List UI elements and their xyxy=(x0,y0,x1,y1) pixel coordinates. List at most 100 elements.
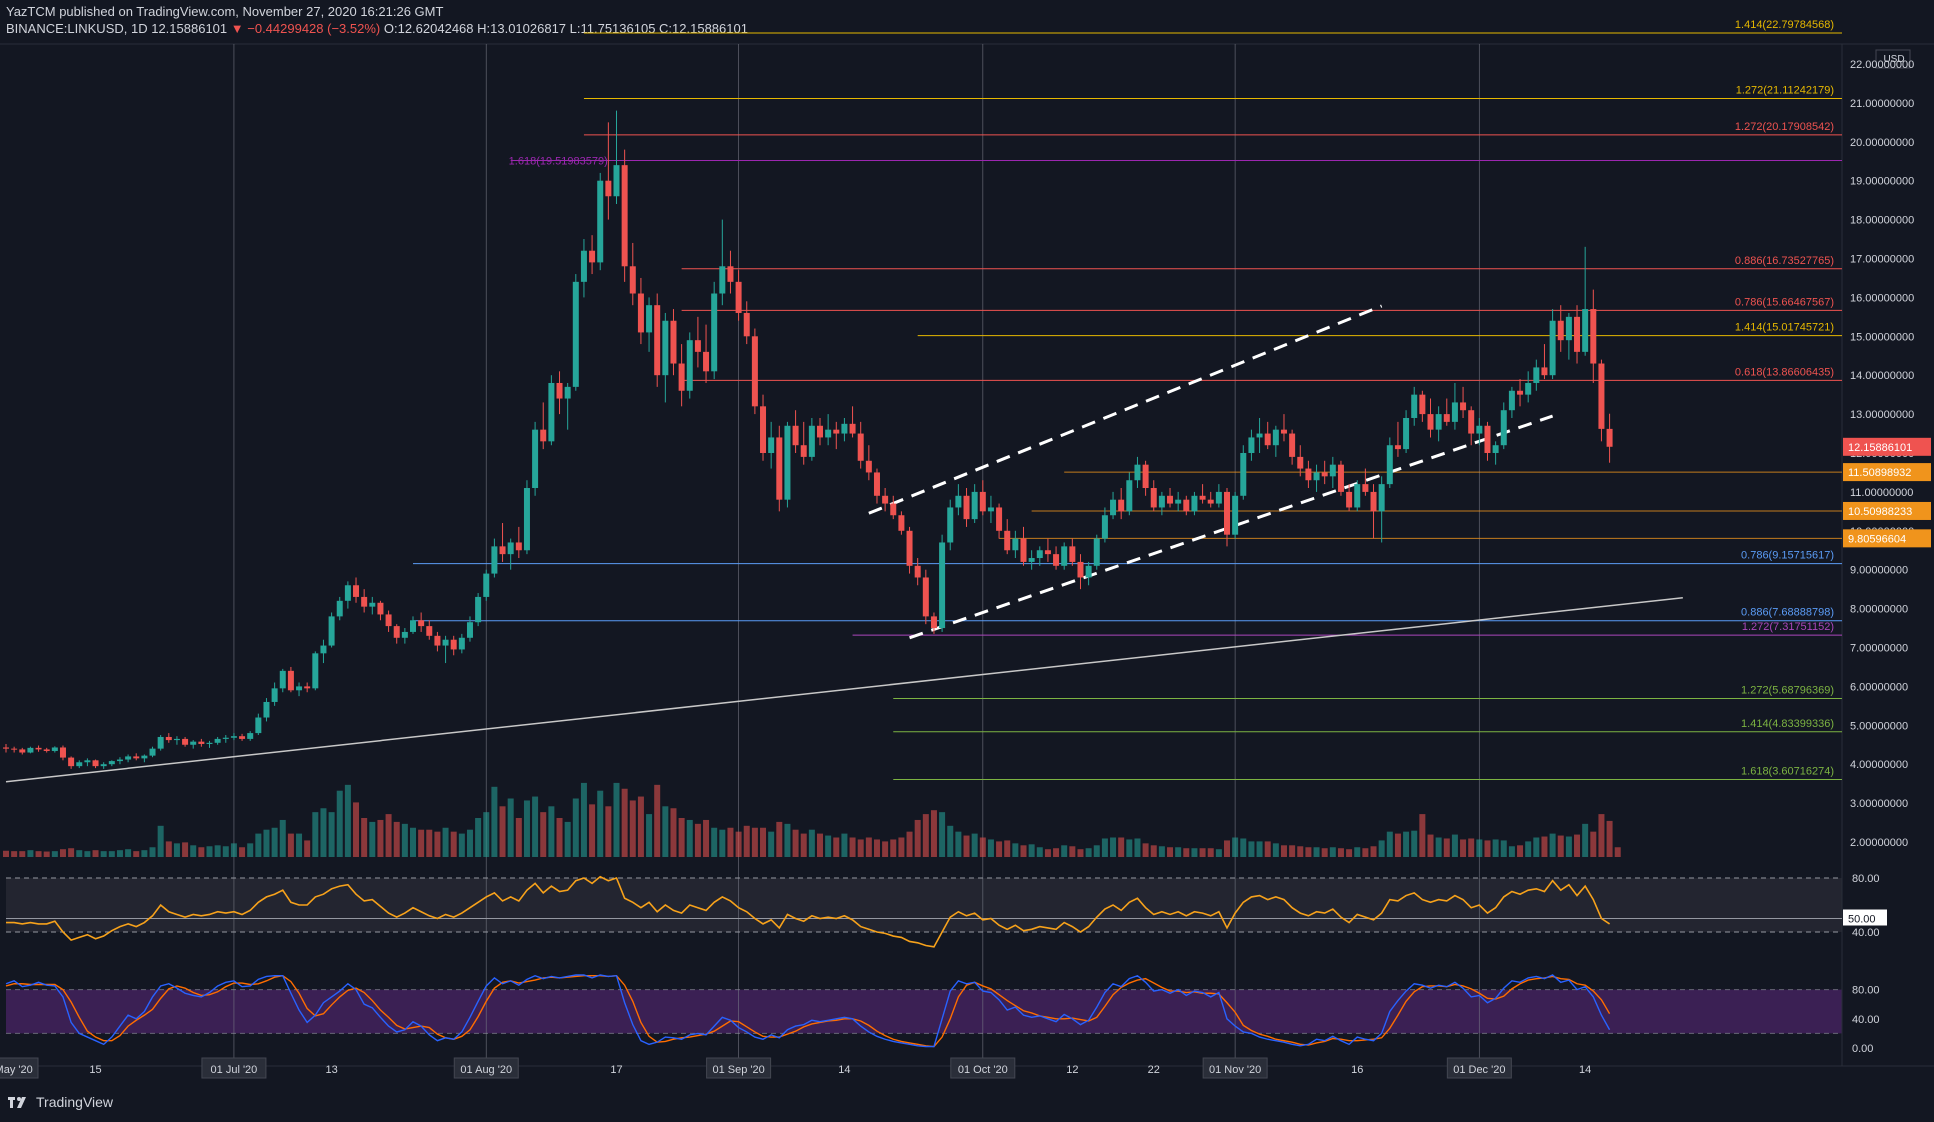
candle-body[interactable] xyxy=(556,382,563,399)
candle-body[interactable] xyxy=(51,747,58,751)
candle-body[interactable] xyxy=(1101,515,1108,539)
candle-body[interactable] xyxy=(1118,499,1125,512)
candle-body[interactable] xyxy=(1069,546,1076,562)
candle-body[interactable] xyxy=(450,639,457,650)
candle-body[interactable] xyxy=(385,614,392,627)
candle-body[interactable] xyxy=(198,741,205,744)
candle-body[interactable] xyxy=(1305,468,1312,481)
candle-body[interactable] xyxy=(173,738,180,741)
candle-body[interactable] xyxy=(1411,394,1418,418)
candle-body[interactable] xyxy=(1044,550,1051,555)
candle-body[interactable] xyxy=(1077,561,1084,578)
rsi-line[interactable] xyxy=(6,875,1611,948)
candle-body[interactable] xyxy=(1093,538,1100,566)
candle-body[interactable] xyxy=(1394,445,1401,450)
candle-body[interactable] xyxy=(719,266,726,294)
candle-body[interactable] xyxy=(890,503,897,516)
candle-body[interactable] xyxy=(1150,488,1157,508)
candle-body[interactable] xyxy=(727,266,734,282)
candle-body[interactable] xyxy=(1158,495,1165,508)
candle-body[interactable] xyxy=(751,336,758,407)
candle-body[interactable] xyxy=(1476,425,1483,434)
candle-body[interactable] xyxy=(849,423,856,434)
candle-body[interactable] xyxy=(589,250,596,263)
candle-body[interactable] xyxy=(1362,484,1369,492)
candle-body[interactable] xyxy=(678,363,685,391)
candle-body[interactable] xyxy=(133,756,140,759)
candle-body[interactable] xyxy=(353,585,360,597)
candle-body[interactable] xyxy=(68,757,75,767)
candle-body[interactable] xyxy=(458,637,465,650)
candle-body[interactable] xyxy=(1183,499,1190,512)
candle-body[interactable] xyxy=(1321,472,1328,477)
candle-body[interactable] xyxy=(1541,367,1548,376)
candle-body[interactable] xyxy=(914,565,921,578)
candle-body[interactable] xyxy=(1606,428,1613,447)
candle-body[interactable] xyxy=(279,670,286,689)
candle-body[interactable] xyxy=(11,748,18,750)
candle-body[interactable] xyxy=(939,542,946,629)
candle-body[interactable] xyxy=(1598,363,1605,429)
candle-body[interactable] xyxy=(43,749,50,751)
candle-body[interactable] xyxy=(426,626,433,636)
candle-body[interactable] xyxy=(1248,437,1255,453)
candle-body[interactable] xyxy=(361,596,368,607)
candle-body[interactable] xyxy=(466,622,473,638)
candle-body[interactable] xyxy=(35,747,42,750)
candle-body[interactable] xyxy=(125,756,132,760)
candle-body[interactable] xyxy=(1378,484,1385,512)
candle-body[interactable] xyxy=(27,747,34,753)
candle-body[interactable] xyxy=(344,585,351,601)
candle-body[interactable] xyxy=(1053,554,1060,566)
candle-body[interactable] xyxy=(1427,414,1434,430)
candle-body[interactable] xyxy=(808,425,815,457)
candle-body[interactable] xyxy=(1508,390,1515,411)
candle-body[interactable] xyxy=(1167,495,1174,504)
candle-body[interactable] xyxy=(1012,538,1019,551)
candle-body[interactable] xyxy=(247,733,254,739)
candle-body[interactable] xyxy=(532,429,539,489)
candle-body[interactable] xyxy=(1142,464,1149,489)
candle-body[interactable] xyxy=(580,250,587,282)
candle-body[interactable] xyxy=(1557,320,1564,341)
candle-body[interactable] xyxy=(1574,316,1581,352)
candle-body[interactable] xyxy=(597,180,604,263)
candle-body[interactable] xyxy=(882,495,889,504)
candle-body[interactable] xyxy=(694,340,701,352)
candle-body[interactable] xyxy=(1525,382,1532,395)
candle-body[interactable] xyxy=(190,741,197,745)
candle-body[interactable] xyxy=(1492,445,1499,453)
candle-body[interactable] xyxy=(271,688,278,702)
candle-body[interactable] xyxy=(971,491,978,520)
candle-body[interactable] xyxy=(898,515,905,531)
candle-body[interactable] xyxy=(59,747,66,758)
candle-body[interactable] xyxy=(1240,453,1247,496)
candle-body[interactable] xyxy=(1175,499,1182,504)
candle-body[interactable] xyxy=(507,542,514,555)
candle-body[interactable] xyxy=(410,620,416,632)
candle-body[interactable] xyxy=(1590,309,1597,364)
candle-body[interactable] xyxy=(1199,495,1206,500)
candle-body[interactable] xyxy=(686,340,693,391)
candle-body[interactable] xyxy=(1085,565,1092,578)
candle-body[interactable] xyxy=(1061,546,1068,566)
candle-body[interactable] xyxy=(711,293,718,372)
candle-body[interactable] xyxy=(572,281,579,387)
stoch-d-line[interactable] xyxy=(5,974,1611,1048)
candle-body[interactable] xyxy=(336,600,343,617)
tradingview-footer[interactable]: TradingView xyxy=(8,1094,113,1110)
candle-body[interactable] xyxy=(182,738,189,745)
candle-body[interactable] xyxy=(776,437,783,500)
candle-body[interactable] xyxy=(930,616,937,629)
candle-body[interactable] xyxy=(304,686,311,689)
candle-body[interactable] xyxy=(1020,538,1027,562)
candle-body[interactable] xyxy=(320,645,327,654)
candle-body[interactable] xyxy=(206,742,213,744)
candle-body[interactable] xyxy=(922,577,929,617)
symbol[interactable]: BINANCE:LINKUSD, 1D xyxy=(6,21,148,36)
candle-body[interactable] xyxy=(377,602,384,615)
candle-body[interactable] xyxy=(1110,499,1117,516)
candle-body[interactable] xyxy=(1280,429,1287,434)
candle-body[interactable] xyxy=(1468,410,1475,434)
